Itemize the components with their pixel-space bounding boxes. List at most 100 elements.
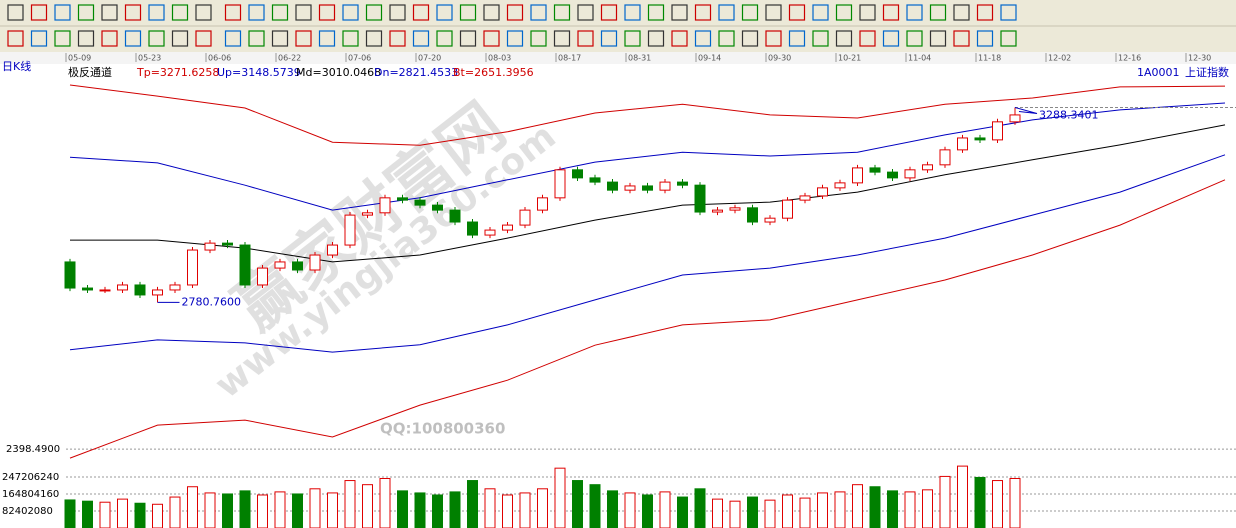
tool-icon[interactable] <box>506 4 524 21</box>
tool-icon[interactable] <box>365 4 383 21</box>
tool-icon[interactable] <box>77 30 95 47</box>
tool-icon[interactable] <box>671 4 688 21</box>
tool-icon[interactable] <box>812 30 829 47</box>
tool-icon[interactable] <box>295 4 312 21</box>
tool-icon[interactable] <box>741 30 759 47</box>
tool-icon[interactable] <box>148 30 165 47</box>
tool-icon[interactable] <box>765 4 782 21</box>
tool-icon[interactable] <box>718 30 735 47</box>
tool-icon[interactable] <box>929 4 947 21</box>
tool-icon[interactable] <box>54 30 71 47</box>
tool-icon[interactable] <box>929 30 947 47</box>
tool-icon[interactable] <box>1000 30 1017 47</box>
volume-bar <box>327 492 338 528</box>
tool-icon[interactable] <box>882 30 900 47</box>
tool-icon[interactable] <box>195 30 212 47</box>
tool-icon[interactable] <box>318 4 336 21</box>
tool-icon[interactable] <box>171 30 189 47</box>
tool-icon[interactable] <box>530 4 547 21</box>
tool-icon[interactable] <box>553 4 571 21</box>
tool-icon[interactable] <box>812 4 829 21</box>
tool-icon[interactable] <box>436 4 453 21</box>
volume-bar <box>677 496 688 528</box>
tool-icon[interactable] <box>718 4 735 21</box>
tool-icon[interactable] <box>248 4 265 21</box>
x-tick-label: 07-20 <box>418 54 441 63</box>
tool-icon[interactable] <box>342 30 359 47</box>
channel-line <box>69 102 1226 211</box>
tool-icon[interactable] <box>694 30 712 47</box>
tool-icon[interactable] <box>101 30 118 47</box>
tool-icon[interactable] <box>788 30 806 47</box>
tool-icon[interactable] <box>483 30 500 47</box>
volume-bar <box>222 493 233 528</box>
candle-body <box>869 167 881 173</box>
tool-icon[interactable] <box>906 30 923 47</box>
tool-icon[interactable] <box>248 30 265 47</box>
tool-icon[interactable] <box>148 4 165 21</box>
tool-icon[interactable] <box>412 4 430 21</box>
tool-icon[interactable] <box>835 4 853 21</box>
tool-icon[interactable] <box>882 4 900 21</box>
tool-icon[interactable] <box>295 30 312 47</box>
volume-bar <box>747 496 758 528</box>
tool-icon[interactable] <box>389 4 406 21</box>
tool-icon[interactable] <box>765 30 782 47</box>
tool-icon[interactable] <box>953 4 970 21</box>
tool-icon[interactable] <box>7 30 24 47</box>
tool-icon[interactable] <box>624 4 641 21</box>
tool-icon[interactable] <box>459 30 477 47</box>
tool-icon[interactable] <box>577 4 594 21</box>
tool-icon[interactable] <box>600 4 618 21</box>
tool-icon[interactable] <box>436 30 453 47</box>
y-tick-label: 82402080 <box>2 506 53 517</box>
tool-icon[interactable] <box>171 4 189 21</box>
tool-icon[interactable] <box>7 4 24 21</box>
tool-icon[interactable] <box>694 4 712 21</box>
volume-bar <box>869 486 881 528</box>
tool-icon[interactable] <box>976 30 994 47</box>
tool-icon[interactable] <box>101 4 118 21</box>
volume-bar <box>939 475 951 528</box>
tool-icon[interactable] <box>195 4 212 21</box>
tool-icon[interactable] <box>835 30 853 47</box>
tool-icon[interactable] <box>976 4 994 21</box>
tool-icon[interactable] <box>224 30 242 47</box>
tool-icon[interactable] <box>271 4 289 21</box>
tool-icon[interactable] <box>483 4 500 21</box>
volume-bar <box>992 480 1003 528</box>
tool-icon[interactable] <box>342 4 359 21</box>
tool-icon[interactable] <box>859 4 876 21</box>
tool-icon[interactable] <box>953 30 970 47</box>
tool-icon[interactable] <box>412 30 430 47</box>
tool-icon[interactable] <box>54 4 71 21</box>
tool-icon[interactable] <box>553 30 571 47</box>
tool-icon[interactable] <box>224 4 242 21</box>
tool-icon[interactable] <box>271 30 289 47</box>
tool-icon[interactable] <box>741 4 759 21</box>
tool-icon[interactable] <box>577 30 594 47</box>
legend-entry: Bt=2651.3956 <box>453 66 534 79</box>
candle-body <box>467 221 478 236</box>
tool-icon[interactable] <box>530 30 547 47</box>
tool-icon[interactable] <box>859 30 876 47</box>
tool-icon[interactable] <box>647 4 665 21</box>
candle-body <box>957 137 968 151</box>
tool-icon[interactable] <box>647 30 665 47</box>
tool-icon[interactable] <box>788 4 806 21</box>
tool-icon[interactable] <box>124 4 142 21</box>
tool-icon[interactable] <box>624 30 641 47</box>
tool-icon[interactable] <box>1000 4 1017 21</box>
tool-icon[interactable] <box>124 30 142 47</box>
tool-icon[interactable] <box>671 30 688 47</box>
tool-icon[interactable] <box>906 4 923 21</box>
tool-icon[interactable] <box>389 30 406 47</box>
tool-icon[interactable] <box>30 30 48 47</box>
tool-icon[interactable] <box>506 30 524 47</box>
tool-icon[interactable] <box>77 4 95 21</box>
tool-icon[interactable] <box>459 4 477 21</box>
tool-icon[interactable] <box>30 4 48 21</box>
tool-icon[interactable] <box>600 30 618 47</box>
tool-icon[interactable] <box>365 30 383 47</box>
tool-icon[interactable] <box>318 30 336 47</box>
